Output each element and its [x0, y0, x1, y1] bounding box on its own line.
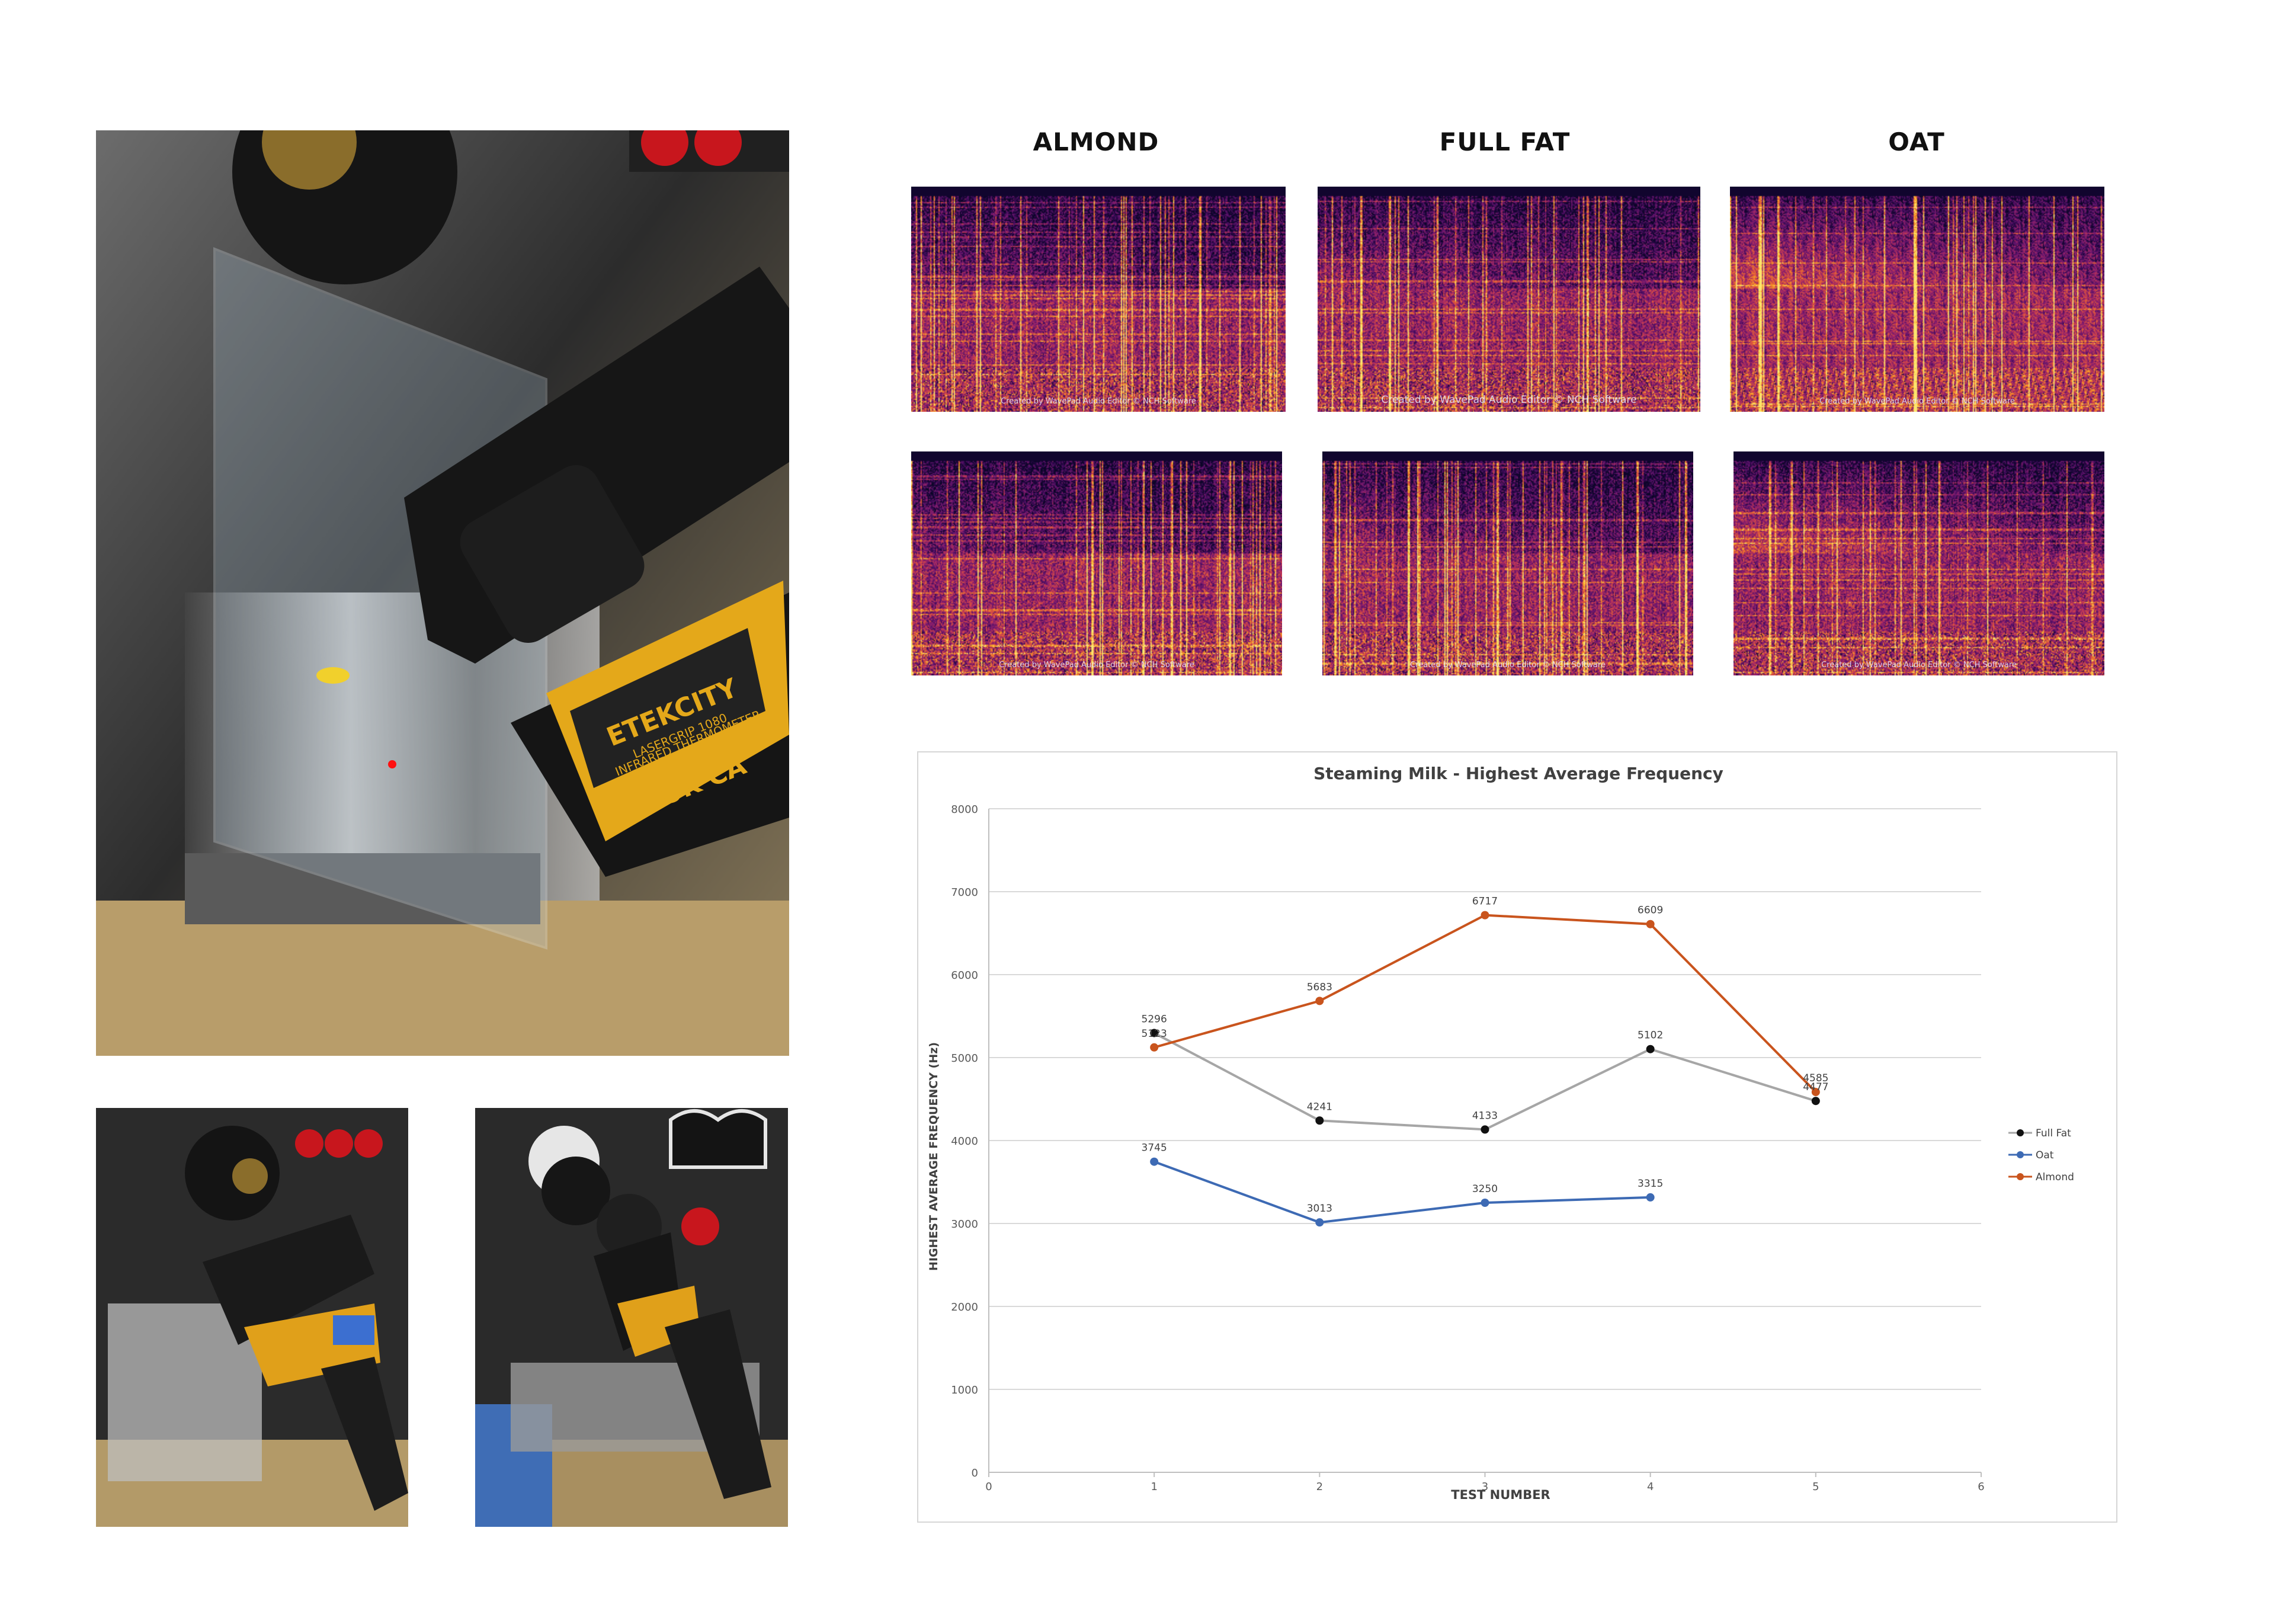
data-point-oat: [1646, 1193, 1655, 1202]
y-tick-label: 1000: [951, 1384, 978, 1396]
data-label-oat: 3315: [1638, 1178, 1663, 1190]
photo-thermometer-side-view: [96, 1108, 408, 1527]
spectrogram-full-fat-1: Created by WavePad Audio Editor © NCH So…: [1318, 187, 1700, 412]
spectrogram-almond-2: Created by WavePad Audio Editor © NCH So…: [911, 451, 1282, 675]
data-point-almond: [1811, 1088, 1820, 1097]
spectrogram-watermark: Created by WavePad Audio Editor © NCH So…: [999, 661, 1194, 670]
data-label-almond: 6717: [1472, 896, 1498, 908]
data-point-oat: [1481, 1199, 1489, 1207]
data-label-almond: 4585: [1803, 1072, 1828, 1084]
frequency-line-chart: Steaming Milk - Highest Average Frequenc…: [927, 764, 2074, 1502]
legend-swatch-dot-almond: [2017, 1173, 2024, 1180]
series-line-oat: [1153, 1160, 1651, 1224]
legend-label-full-fat: Full Fat: [2036, 1127, 2071, 1139]
spectrogram-almond-1: Created by WavePad Audio Editor © NCH So…: [911, 187, 1286, 412]
spectrogram-oat-1: Created by WavePad Audio Editor © NCH So…: [1730, 187, 2104, 412]
x-tick-label: 2: [1316, 1481, 1323, 1493]
column-title-oat: OAT: [1888, 127, 1945, 156]
data-point-full-fat: [1481, 1125, 1489, 1134]
data-label-oat: 3745: [1142, 1142, 1167, 1154]
data-point-full-fat: [1646, 1045, 1655, 1053]
x-tick-label: 3: [1482, 1481, 1488, 1493]
data-label-almond: 5683: [1307, 981, 1332, 993]
legend-label-almond: Almond: [2036, 1171, 2074, 1183]
spectrogram-oat-2: Created by WavePad Audio Editor © NCH So…: [1734, 451, 2104, 675]
legend-swatch-dot-full-fat: [2017, 1129, 2024, 1136]
x-tick-label: 0: [985, 1481, 992, 1493]
x-tick-label: 4: [1647, 1481, 1654, 1493]
y-tick-label: 5000: [951, 1052, 978, 1065]
data-label-oat: 3013: [1307, 1203, 1332, 1215]
legend-swatch-dot-oat: [2017, 1151, 2024, 1158]
spectrogram-watermark: Created by WavePad Audio Editor © NCH So…: [1821, 661, 2017, 670]
data-point-almond: [1481, 911, 1489, 920]
data-point-full-fat: [1150, 1029, 1159, 1037]
data-label-almond: 6609: [1638, 905, 1663, 917]
data-label-full-fat: 4477: [1803, 1081, 1828, 1093]
y-axis-label: HIGHEST AVERAGE FREQUENCY (Hz): [927, 1042, 940, 1271]
data-label-full-fat: 4241: [1307, 1101, 1332, 1113]
data-point-almond: [1646, 920, 1655, 928]
photo-thermometer-closeup: ETEKCITY LASERGRIP 1080 INFRARED THERMOM…: [96, 130, 789, 1056]
data-label-full-fat: 5296: [1142, 1014, 1167, 1026]
spectrogram-watermark: Created by WavePad Audio Editor © NCH So…: [1410, 661, 1606, 670]
y-tick-label: 0: [972, 1467, 978, 1479]
data-point-full-fat: [1315, 1116, 1324, 1125]
photo-thermometer-front-view: [475, 1108, 788, 1527]
column-title-almond: ALMOND: [1033, 127, 1159, 156]
y-tick-label: 3000: [951, 1218, 978, 1231]
y-tick-label: 2000: [951, 1301, 978, 1314]
spectrogram-watermark: Created by WavePad Audio Editor © NCH So…: [1001, 397, 1196, 406]
data-label-almond: 5123: [1142, 1028, 1167, 1040]
x-tick-label: 5: [1812, 1481, 1819, 1493]
spectrogram-watermark: Created by WavePad Audio Editor © NCH So…: [1819, 397, 2015, 406]
y-tick-label: 8000: [951, 803, 978, 816]
x-tick-label: 1: [1151, 1481, 1157, 1493]
y-tick-label: 7000: [951, 886, 978, 899]
data-point-almond: [1150, 1043, 1159, 1052]
series-line-almond: [1153, 914, 1817, 1093]
y-tick-label: 6000: [951, 969, 978, 982]
y-tick-label: 4000: [951, 1135, 978, 1148]
spectrogram-watermark: Created by WavePad Audio Editor © NCH So…: [1381, 394, 1637, 406]
x-axis-label: TEST NUMBER: [1451, 1488, 1550, 1502]
data-point-full-fat: [1811, 1097, 1820, 1106]
data-point-oat: [1315, 1218, 1324, 1227]
data-point-almond: [1315, 997, 1324, 1005]
x-tick-label: 6: [1978, 1481, 1984, 1493]
data-label-oat: 3250: [1472, 1183, 1498, 1195]
chart-title: Steaming Milk - Highest Average Frequenc…: [1313, 764, 1723, 783]
spectrogram-full-fat-2: Created by WavePad Audio Editor © NCH So…: [1322, 451, 1693, 675]
frequency-chart-panel: Steaming Milk - Highest Average Frequenc…: [917, 751, 2117, 1523]
column-title-full-fat: FULL FAT: [1439, 127, 1571, 156]
data-point-oat: [1150, 1157, 1159, 1166]
data-label-full-fat: 4133: [1472, 1110, 1498, 1122]
data-label-full-fat: 5102: [1638, 1030, 1663, 1042]
legend-label-oat: Oat: [2036, 1149, 2054, 1161]
